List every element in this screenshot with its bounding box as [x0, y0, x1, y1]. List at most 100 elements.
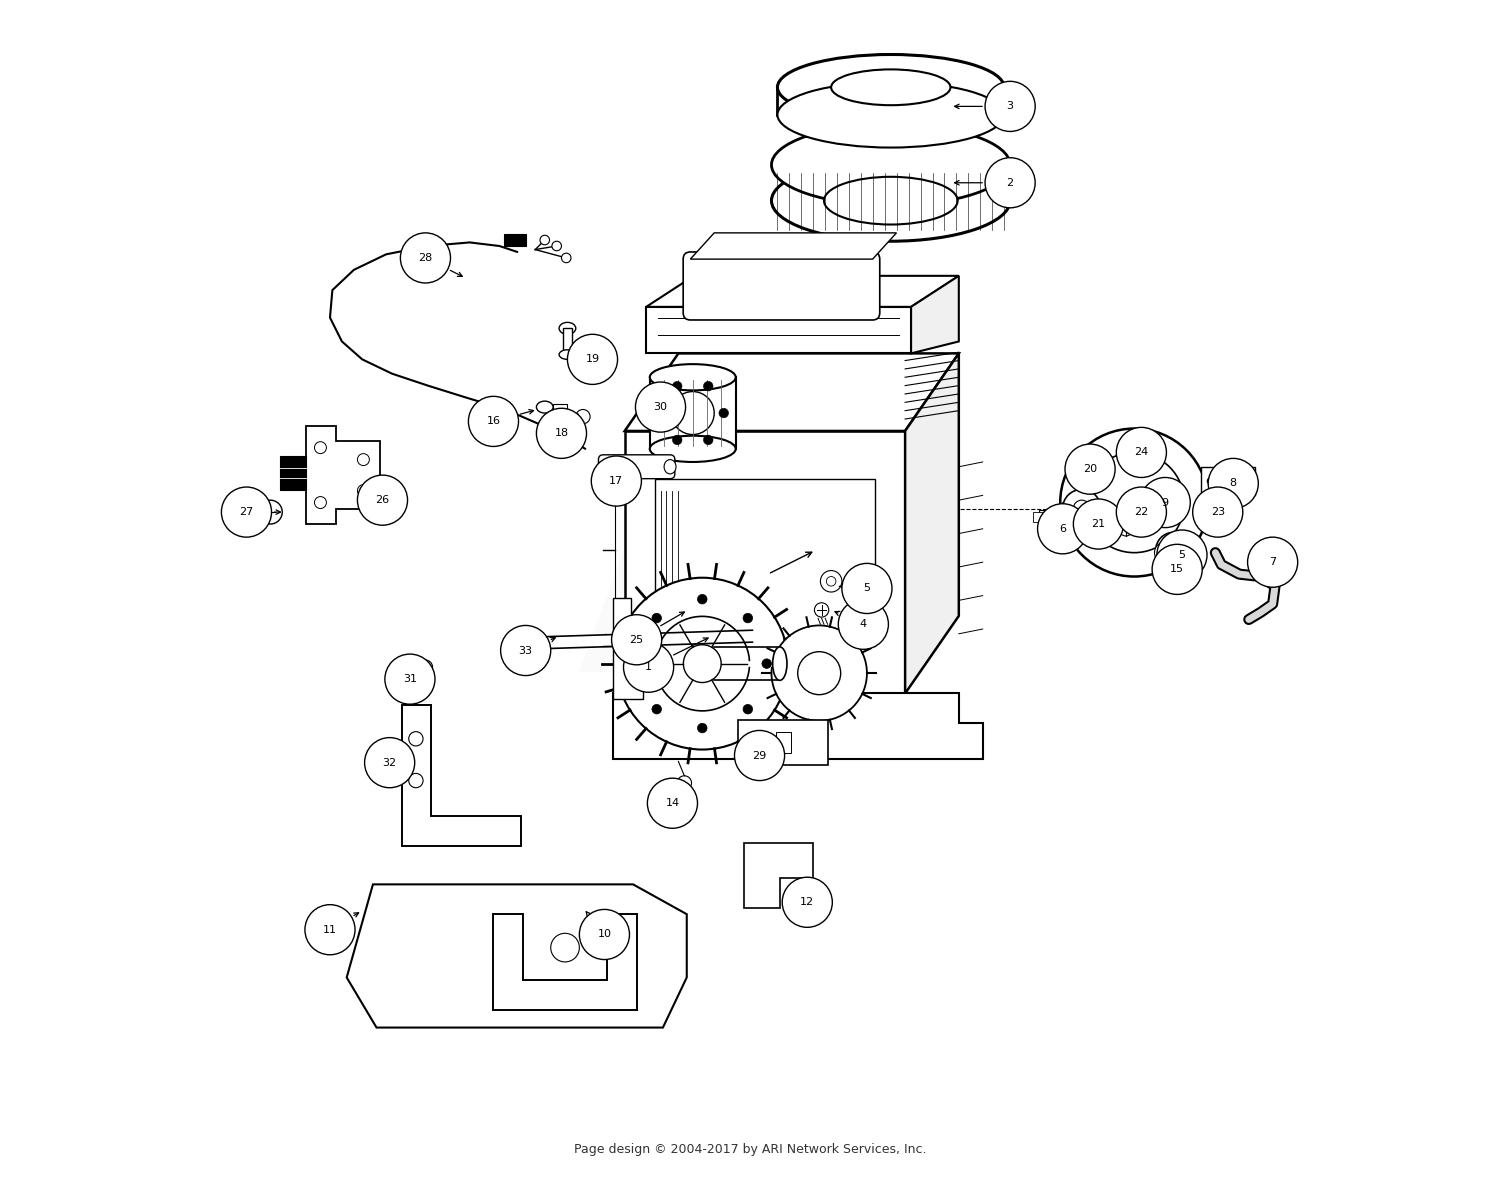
Ellipse shape	[772, 647, 788, 681]
Circle shape	[672, 382, 682, 391]
Circle shape	[304, 904, 355, 954]
Circle shape	[616, 578, 788, 750]
Text: 33: 33	[519, 646, 532, 655]
Circle shape	[419, 660, 432, 675]
Circle shape	[386, 654, 435, 704]
Circle shape	[704, 435, 712, 445]
Circle shape	[1152, 544, 1202, 594]
Circle shape	[839, 599, 888, 649]
Text: 5: 5	[864, 584, 870, 593]
Bar	[650, 377, 735, 448]
Polygon shape	[646, 307, 910, 353]
Circle shape	[1084, 452, 1185, 553]
Circle shape	[1155, 532, 1191, 568]
Circle shape	[576, 409, 590, 423]
Circle shape	[357, 453, 369, 465]
Circle shape	[612, 615, 662, 665]
Circle shape	[550, 933, 579, 962]
Bar	[280, 457, 306, 490]
Bar	[738, 720, 828, 765]
Ellipse shape	[560, 323, 576, 335]
Text: 29: 29	[753, 751, 766, 761]
Circle shape	[672, 435, 682, 445]
Circle shape	[408, 774, 423, 788]
Text: 32: 32	[382, 757, 396, 768]
Circle shape	[782, 877, 832, 927]
Text: 20: 20	[1083, 464, 1096, 474]
Circle shape	[652, 614, 662, 623]
Circle shape	[684, 645, 722, 683]
Circle shape	[315, 441, 327, 453]
Polygon shape	[402, 706, 520, 847]
Text: 17: 17	[609, 476, 624, 486]
Circle shape	[1062, 489, 1101, 527]
Text: 18: 18	[555, 428, 568, 439]
Circle shape	[1060, 428, 1208, 576]
Circle shape	[842, 563, 892, 614]
Circle shape	[501, 626, 550, 676]
Ellipse shape	[771, 124, 1010, 206]
Text: 24: 24	[1134, 447, 1149, 457]
Circle shape	[771, 626, 867, 721]
Circle shape	[552, 242, 561, 251]
Circle shape	[624, 642, 674, 692]
Circle shape	[1074, 499, 1124, 549]
Text: 14: 14	[666, 798, 680, 808]
Circle shape	[798, 652, 840, 695]
Polygon shape	[614, 598, 642, 700]
Text: 28: 28	[419, 252, 432, 263]
Circle shape	[1192, 487, 1243, 537]
Circle shape	[1116, 427, 1167, 477]
Circle shape	[1208, 458, 1258, 508]
Circle shape	[1208, 477, 1214, 484]
Text: 2: 2	[1007, 178, 1014, 188]
Circle shape	[1122, 490, 1146, 514]
Circle shape	[676, 776, 692, 791]
Circle shape	[636, 382, 686, 432]
Circle shape	[827, 576, 836, 586]
Circle shape	[633, 659, 642, 669]
Circle shape	[567, 335, 618, 384]
Text: 27: 27	[240, 507, 254, 517]
Circle shape	[648, 779, 698, 829]
Bar	[554, 403, 567, 410]
Text: 19: 19	[585, 354, 600, 365]
Text: 11: 11	[322, 925, 338, 935]
Circle shape	[1074, 500, 1090, 517]
Polygon shape	[690, 233, 897, 260]
Circle shape	[718, 408, 729, 417]
Bar	[1034, 512, 1042, 521]
Text: 21: 21	[1092, 519, 1106, 529]
Bar	[750, 732, 765, 753]
Circle shape	[468, 396, 519, 446]
Circle shape	[986, 158, 1035, 208]
Text: 1: 1	[645, 663, 652, 672]
Ellipse shape	[650, 435, 735, 462]
Ellipse shape	[824, 177, 957, 225]
Text: 8: 8	[1230, 478, 1238, 488]
Ellipse shape	[650, 364, 735, 390]
Circle shape	[742, 614, 753, 623]
Circle shape	[762, 659, 771, 669]
Circle shape	[1220, 477, 1226, 484]
Circle shape	[408, 732, 423, 746]
Ellipse shape	[831, 69, 951, 105]
Text: 23: 23	[1210, 507, 1225, 517]
Bar	[777, 732, 790, 753]
Text: 16: 16	[486, 416, 501, 427]
Bar	[624, 431, 904, 694]
Polygon shape	[904, 353, 958, 694]
Text: 7: 7	[1269, 557, 1276, 567]
Circle shape	[357, 475, 408, 525]
FancyBboxPatch shape	[598, 454, 675, 478]
Text: 9: 9	[1161, 498, 1168, 507]
Circle shape	[1140, 477, 1191, 527]
Circle shape	[258, 500, 282, 524]
Circle shape	[742, 704, 753, 714]
Circle shape	[656, 616, 750, 710]
Circle shape	[579, 909, 630, 959]
Circle shape	[698, 594, 706, 604]
Bar	[654, 478, 876, 646]
Polygon shape	[646, 276, 958, 307]
FancyBboxPatch shape	[682, 252, 880, 321]
